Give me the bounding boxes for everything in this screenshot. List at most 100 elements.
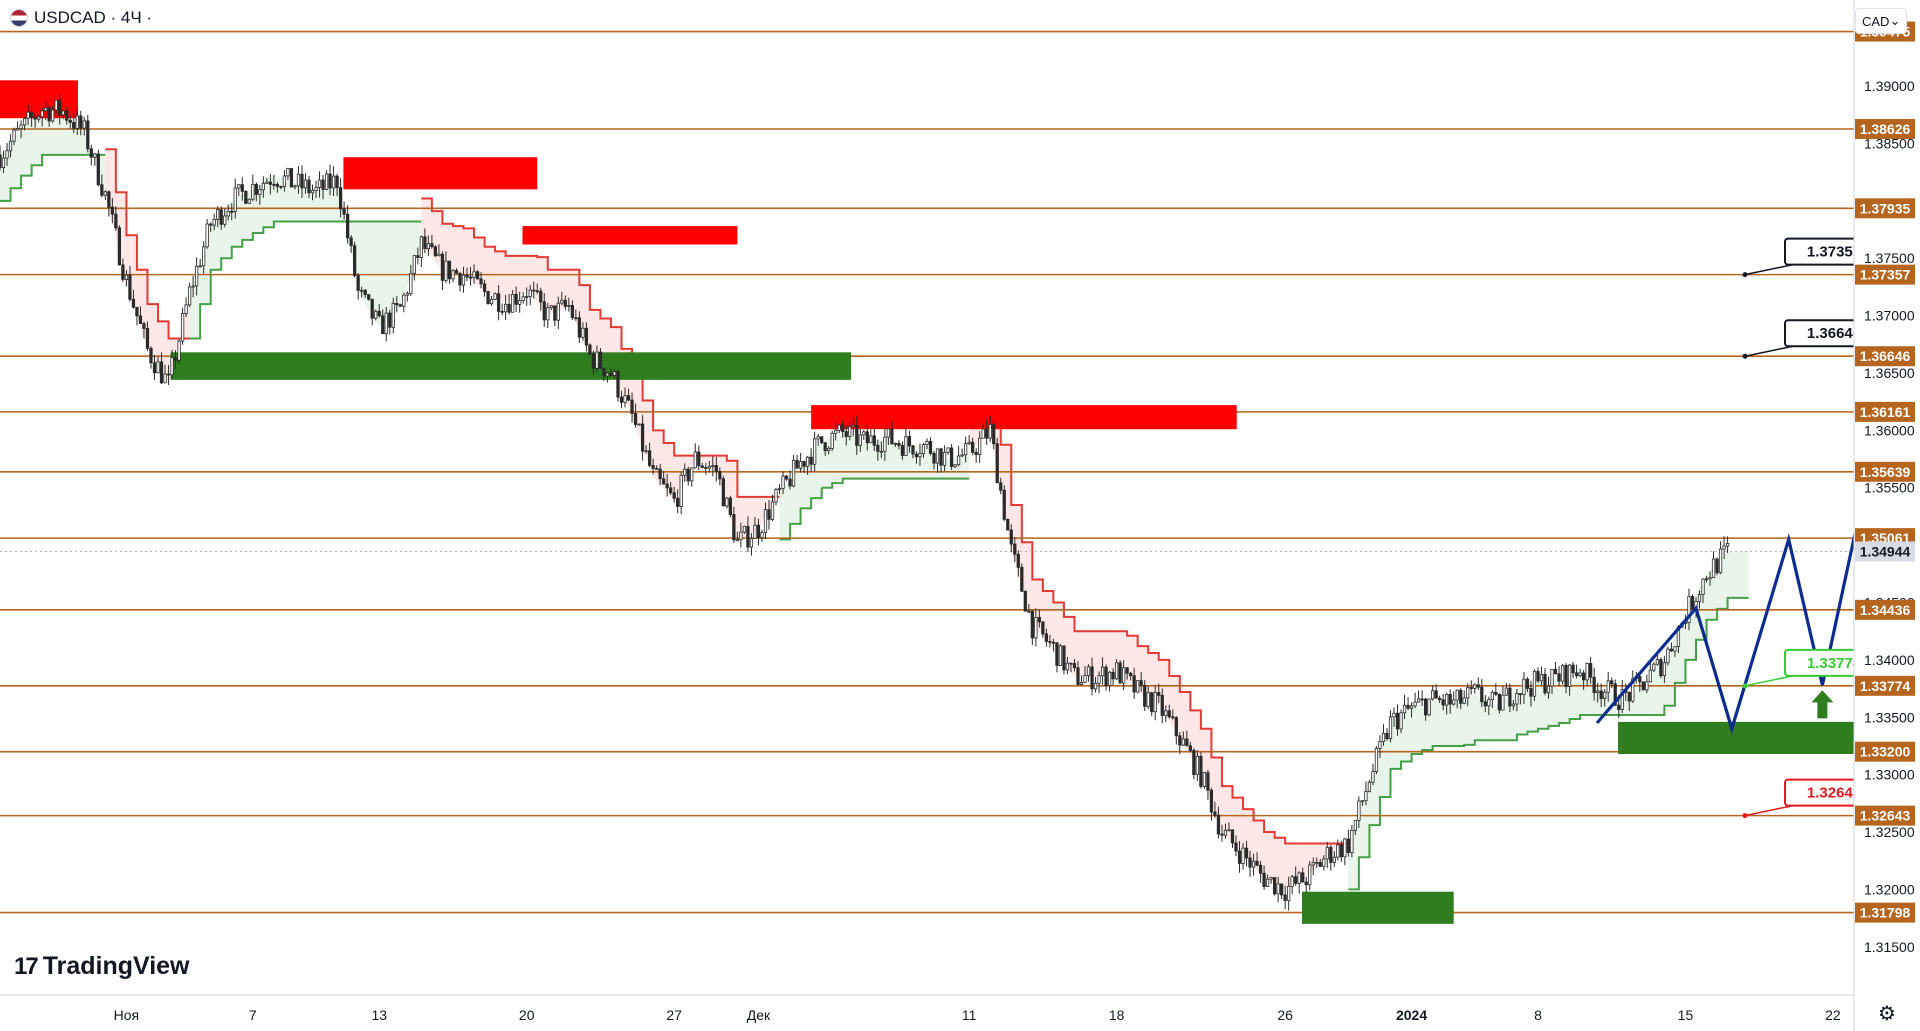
candle-124 <box>433 245 438 258</box>
level-label-5: 1.36161 <box>1860 404 1911 420</box>
candle-body <box>317 179 322 188</box>
candle-217 <box>760 529 764 542</box>
candle-body <box>489 298 494 305</box>
candle-body <box>1617 704 1621 710</box>
candle-body <box>205 223 209 248</box>
candle-body <box>216 209 220 220</box>
candle-191 <box>669 482 673 496</box>
candle-53 <box>184 297 188 317</box>
candle-body <box>300 173 304 189</box>
candle-143 <box>500 303 504 316</box>
currency-select[interactable]: CAD ⌄ <box>1855 8 1907 34</box>
candle-body <box>1020 566 1024 592</box>
candle-32 <box>110 197 114 224</box>
level-tag-1 <box>1855 118 1915 139</box>
candle-body <box>493 293 497 300</box>
candle-321 <box>1125 667 1129 680</box>
annotation-connector-2 <box>1744 675 1794 687</box>
candle-body <box>395 302 399 306</box>
candle-body <box>345 213 350 239</box>
candle-138 <box>482 279 487 297</box>
band-line-2 <box>189 220 422 340</box>
candle-body <box>1462 697 1466 704</box>
candle-body <box>342 208 346 215</box>
candle-445 <box>1560 663 1565 685</box>
gear-icon[interactable]: ⚙ <box>1878 1003 1896 1025</box>
annotation-label-2: 1.33774 <box>1807 655 1862 672</box>
candle-body <box>518 300 522 305</box>
candle-body <box>553 305 557 321</box>
candle-body <box>272 183 276 186</box>
candle-body <box>258 189 262 195</box>
candle-body <box>988 423 992 439</box>
candle-280 <box>981 423 985 439</box>
candle-274 <box>960 448 964 458</box>
candle-body <box>275 183 280 187</box>
candle-418 <box>1466 683 1470 707</box>
candle-body <box>690 467 694 482</box>
candle-208 <box>728 495 732 518</box>
candle-body <box>296 173 301 187</box>
level-tag-11 <box>1855 805 1915 826</box>
symbol-header[interactable]: USDCAD · 4Ч · <box>10 8 152 28</box>
candle-74 <box>258 185 262 205</box>
candle-body <box>1494 691 1498 695</box>
candle-body <box>1185 738 1189 747</box>
candle-body <box>237 184 241 189</box>
candle-body <box>54 99 58 111</box>
candle-15 <box>51 105 55 123</box>
candle-232 <box>813 431 817 472</box>
candle-70 <box>244 189 248 205</box>
candle-body <box>1409 705 1414 709</box>
candle-body <box>1655 659 1659 665</box>
candle-body <box>784 475 789 480</box>
candle-body <box>1406 704 1410 709</box>
candle-80 <box>279 185 283 190</box>
candle-90 <box>314 180 318 198</box>
candle-body <box>763 509 768 533</box>
candle-body <box>1715 558 1719 574</box>
candle-body <box>1150 692 1154 713</box>
candle-260 <box>911 444 915 459</box>
candle-125 <box>437 244 441 257</box>
candle-body <box>240 184 244 192</box>
candle-body <box>946 447 950 453</box>
candle-126 <box>440 251 445 291</box>
candle-262 <box>918 443 922 466</box>
price-tick-1: 1.38500 <box>1864 135 1915 151</box>
candle-153 <box>535 283 539 295</box>
candle-374 <box>1311 857 1315 876</box>
candle-body <box>268 181 273 185</box>
candle-183 <box>640 415 645 461</box>
candle-482 <box>1690 594 1695 612</box>
candle-body <box>1343 838 1347 858</box>
candle-206 <box>721 475 725 507</box>
candle-body <box>753 524 757 539</box>
supply-zone-2 <box>522 226 738 245</box>
candle-body <box>669 487 673 494</box>
tradingview-logo[interactable]: 17 TradingView <box>14 952 190 981</box>
candle-431 <box>1511 699 1516 711</box>
band-line-7 <box>1348 596 1749 891</box>
candle-body <box>542 301 546 321</box>
candle-136 <box>475 270 480 280</box>
candle-body <box>781 475 785 489</box>
candle-body <box>718 471 722 480</box>
candle-body <box>714 465 718 472</box>
candle-129 <box>451 269 455 283</box>
candle-body <box>1171 716 1175 719</box>
candle-116 <box>405 291 409 302</box>
candle-419 <box>1469 680 1473 695</box>
candle-body <box>956 455 961 466</box>
candle-259 <box>907 430 912 453</box>
candle-96 <box>335 173 339 196</box>
candle-367 <box>1287 876 1291 911</box>
candle-body <box>918 453 922 458</box>
candle-264 <box>925 438 929 450</box>
candle-278 <box>974 448 978 463</box>
candle-body <box>223 215 227 225</box>
candle-body <box>440 253 445 281</box>
candle-311 <box>1090 657 1094 696</box>
candle-body <box>230 210 234 213</box>
candle-body <box>1209 789 1214 813</box>
